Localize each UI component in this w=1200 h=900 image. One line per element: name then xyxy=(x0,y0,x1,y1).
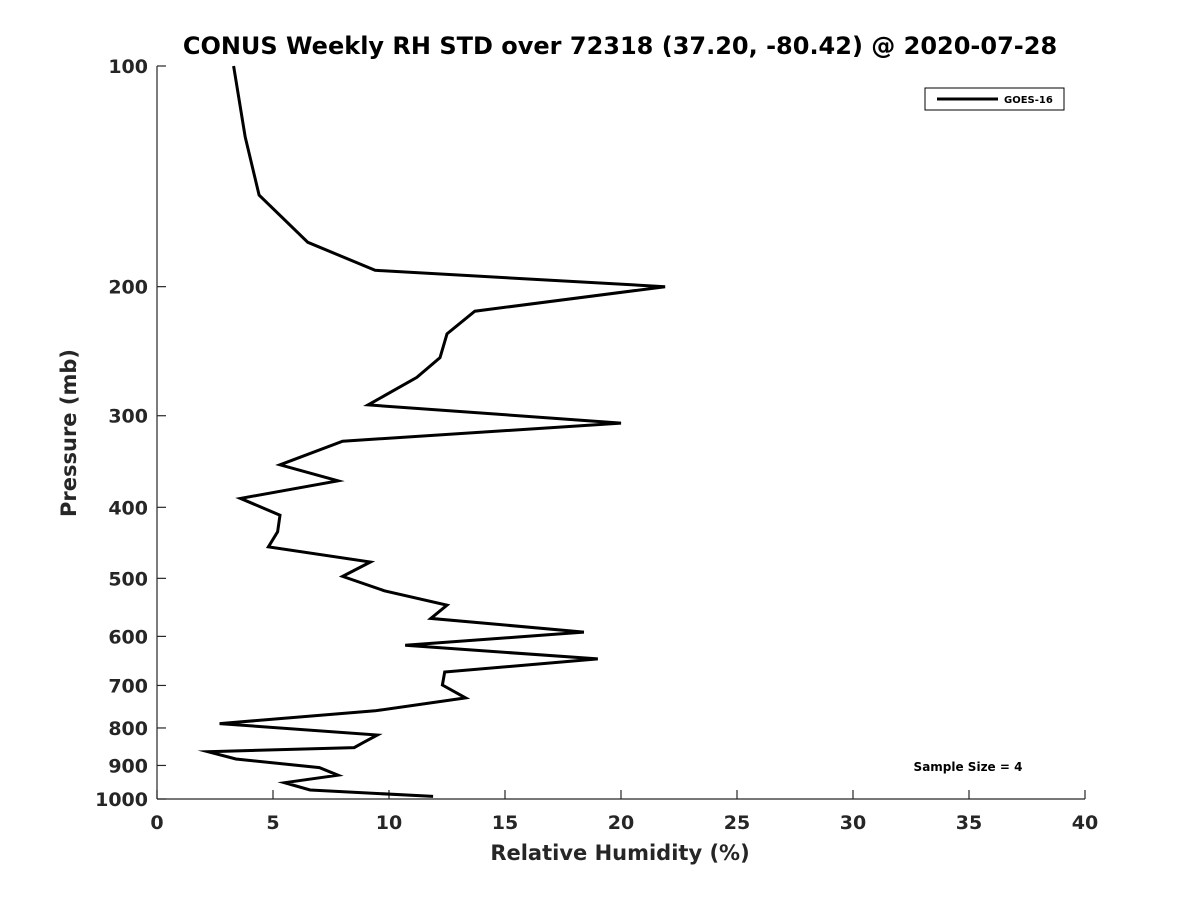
x-tick-label: 0 xyxy=(150,812,163,834)
y-tick-label: 600 xyxy=(108,626,148,648)
sample-size-annotation: Sample Size = 4 xyxy=(914,760,1023,774)
y-tick-label: 400 xyxy=(108,497,148,519)
x-tick-label: 5 xyxy=(266,812,279,834)
y-tick-label: 100 xyxy=(108,56,148,78)
y-tick-label: 200 xyxy=(108,277,148,299)
x-tick-label: 40 xyxy=(1072,812,1098,834)
y-axis-ticks: 100 200 300 400 500 600 700 800 900 1000 xyxy=(95,56,166,811)
y-tick-label: 700 xyxy=(108,675,148,697)
series-line-goes-16 xyxy=(197,65,666,798)
y-axis-label: Pressure (mb) xyxy=(57,349,81,517)
legend-entry-label: GOES-16 xyxy=(1004,95,1053,106)
series-layer xyxy=(197,65,666,798)
x-tick-label: 25 xyxy=(724,812,750,834)
x-axis-label: Relative Humidity (%) xyxy=(490,841,749,865)
x-tick-label: 30 xyxy=(840,812,866,834)
y-tick-label: 900 xyxy=(108,755,148,777)
legend: GOES-16 xyxy=(924,87,1065,111)
x-tick-label: 20 xyxy=(608,812,634,834)
y-tick-label: 1000 xyxy=(95,789,148,811)
y-tick-label: 800 xyxy=(108,718,148,740)
y-tick-label: 300 xyxy=(108,406,148,428)
y-tick-label: 500 xyxy=(108,568,148,590)
x-tick-label: 35 xyxy=(956,812,982,834)
x-tick-label: 10 xyxy=(376,812,402,834)
chart-title: CONUS Weekly RH STD over 72318 (37.20, -… xyxy=(183,32,1057,60)
x-tick-label: 15 xyxy=(492,812,518,834)
axes xyxy=(156,66,1085,800)
x-axis-ticks: 0 5 10 15 20 25 30 35 40 xyxy=(150,790,1098,834)
